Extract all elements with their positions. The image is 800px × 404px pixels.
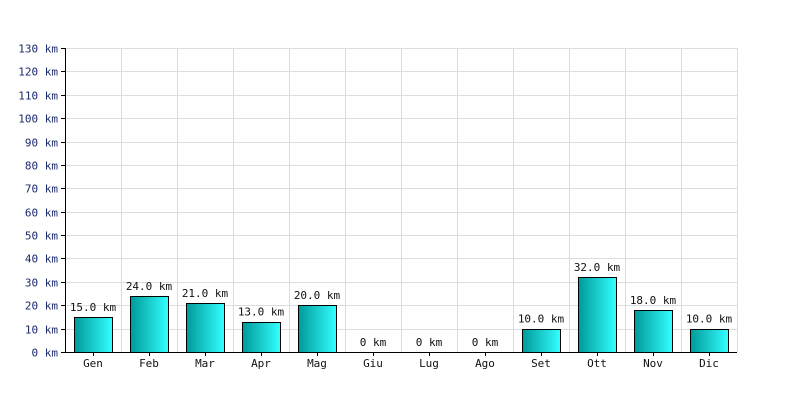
x-tick-label-nov: Nov — [643, 357, 663, 370]
grid-lines — [65, 48, 738, 352]
data-label-apr: 13.0 km — [238, 306, 285, 319]
bar-feb — [130, 296, 169, 353]
data-label-dic: 10.0 km — [686, 313, 733, 326]
y-tick-label: 0 km — [32, 347, 59, 360]
bar-nov — [634, 310, 673, 353]
bar-ott — [578, 277, 617, 353]
data-label-mar: 21.0 km — [182, 287, 229, 300]
y-tick-label: 50 km — [25, 230, 58, 243]
x-tick-label-lug: Lug — [419, 357, 439, 370]
x-tick-label-ago: Ago — [475, 357, 495, 370]
y-tick-label: 70 km — [25, 183, 58, 196]
y-tick-label: 100 km — [18, 113, 58, 126]
data-label-feb: 24.0 km — [126, 280, 173, 293]
x-tick-label-giu: Giu — [363, 357, 383, 370]
bar-gen — [74, 317, 113, 353]
x-tick-label-mar: Mar — [195, 357, 215, 370]
x-tick-label-dic: Dic — [699, 357, 719, 370]
y-tick-label: 20 km — [25, 300, 58, 313]
bar-mar — [186, 303, 225, 353]
y-tick-label: 10 km — [25, 324, 58, 337]
data-label-nov: 18.0 km — [630, 294, 677, 307]
bar-mag — [298, 305, 337, 353]
y-tick-label: 110 km — [18, 90, 58, 103]
data-label-mag: 20.0 km — [294, 289, 341, 302]
y-tick-label: 120 km — [18, 66, 58, 79]
y-tick-label: 90 km — [25, 137, 58, 150]
data-label-ott: 32.0 km — [574, 261, 621, 274]
x-tick-label-feb: Feb — [139, 357, 159, 370]
axes — [61, 48, 737, 356]
data-label-set: 10.0 km — [518, 313, 565, 326]
y-tick-label: 40 km — [25, 253, 58, 266]
x-tick-label-apr: Apr — [251, 357, 271, 370]
data-label-lug: 0 km — [416, 336, 443, 349]
y-tick-label: 60 km — [25, 207, 58, 220]
bar-apr — [242, 322, 281, 353]
bar-set — [522, 329, 561, 353]
y-tick-label: 130 km — [18, 43, 58, 56]
data-label-giu: 0 km — [360, 336, 387, 349]
x-tick-label-gen: Gen — [83, 357, 103, 370]
bar-dic — [690, 329, 729, 353]
x-tick-label-set: Set — [531, 357, 551, 370]
y-tick-label: 30 km — [25, 277, 58, 290]
x-tick-label-ott: Ott — [587, 357, 607, 370]
data-label-gen: 15.0 km — [70, 301, 117, 314]
data-label-ago: 0 km — [472, 336, 499, 349]
y-tick-label: 80 km — [25, 160, 58, 173]
x-tick-label-mag: Mag — [307, 357, 327, 370]
labels: 0 km 10 km 20 km 30 km 40 km 50 km 60 km 70 km 8… — [18, 43, 732, 371]
